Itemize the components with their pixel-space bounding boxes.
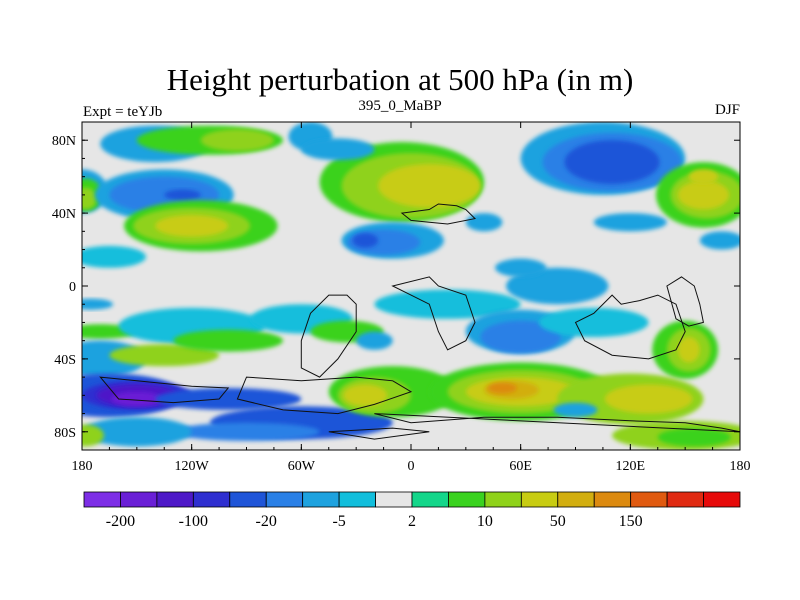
contour-region <box>487 382 518 394</box>
contour-region <box>495 258 547 277</box>
colorbar-swatch <box>229 491 267 508</box>
colorbar-label: -200 <box>106 513 135 530</box>
colorbar-swatch <box>630 491 668 508</box>
colorbar-swatch <box>703 491 741 508</box>
subtitle-right: DJF <box>714 102 740 118</box>
y-tick-label: 40S <box>54 353 76 368</box>
colorbar-swatch <box>375 491 413 508</box>
colorbar-swatch <box>338 491 376 508</box>
contour-region <box>465 213 503 232</box>
coastline <box>300 294 357 378</box>
y-tick-label: 0 <box>69 280 76 295</box>
contour-region <box>352 233 379 248</box>
y-tick-label: 80N <box>52 134 76 149</box>
colorbar-label: -20 <box>256 513 277 530</box>
colorbar-label: -5 <box>332 513 345 530</box>
coastline <box>328 427 430 440</box>
subtitle-center: 395_0_MaBP <box>358 98 442 114</box>
contour-region <box>164 189 201 201</box>
colorbar-swatch <box>411 491 449 508</box>
contour-region <box>480 320 561 354</box>
colorbar-swatch <box>448 491 486 508</box>
colorbar-label: 150 <box>619 513 643 530</box>
contour-region <box>356 331 393 350</box>
contour-region <box>155 214 229 237</box>
x-tick-label: 0 <box>408 459 415 474</box>
coastline <box>666 276 704 327</box>
contour-region <box>657 428 731 447</box>
contour-region <box>538 307 649 338</box>
colorbar-swatch <box>192 491 231 508</box>
contour-region <box>688 169 719 184</box>
contour-region <box>593 213 667 232</box>
x-tick-label: 120W <box>175 459 210 474</box>
contour-region <box>506 267 609 305</box>
y-tick-label: 40N <box>52 207 76 222</box>
chart-title: Height perturbation at 500 hPa (in m) <box>166 62 634 97</box>
contour-region <box>301 138 375 161</box>
subtitle-left: Expt = teYJb <box>83 104 163 120</box>
x-tick-label: 60W <box>288 459 316 474</box>
colorbar-label: -100 <box>179 513 208 530</box>
colorbar-swatch <box>302 491 340 508</box>
coastline <box>400 203 477 225</box>
contour-region <box>378 163 481 208</box>
contour-region <box>82 298 114 310</box>
contour-region <box>109 344 220 367</box>
contour-region <box>677 180 730 210</box>
x-tick-label: 180 <box>72 459 93 474</box>
colorbar-label: 10 <box>477 513 493 530</box>
coastline <box>236 376 413 415</box>
coastline <box>374 413 740 433</box>
colorbar-swatch <box>593 491 632 508</box>
coastline <box>574 294 686 360</box>
contour-region <box>82 424 104 447</box>
x-tick-label: 60E <box>509 459 532 474</box>
coastline <box>99 376 230 404</box>
colorbar-swatch <box>557 491 595 508</box>
contour-region <box>82 187 97 210</box>
contour-field <box>82 122 740 450</box>
colorbar-label: 2 <box>408 513 416 530</box>
contour-region <box>677 337 700 363</box>
contour-region <box>82 417 192 447</box>
x-axis: 180 120W 60W 0 60E 120E 180 <box>72 122 751 474</box>
contour-region <box>564 140 660 184</box>
colorbar-swatch <box>120 491 158 508</box>
contour-region <box>173 329 284 352</box>
colorbar-swatch <box>265 491 304 508</box>
x-tick-label: 180 <box>730 459 751 474</box>
colorbar-swatch <box>666 491 704 508</box>
colorbar-swatch <box>484 491 522 508</box>
contour-region <box>343 384 388 407</box>
contour-region <box>155 388 302 410</box>
coastline-outlines <box>99 203 740 440</box>
colorbar: -200 -100 -20 -5 2 10 50 150 <box>83 491 741 530</box>
x-tick-label: 120E <box>616 459 646 474</box>
contour-region <box>82 245 146 268</box>
coastline <box>391 276 476 351</box>
contour-region <box>604 384 693 414</box>
contour-region <box>200 129 274 152</box>
contour-region <box>553 402 598 418</box>
contour-region <box>374 289 521 319</box>
contour-region <box>699 231 740 250</box>
y-axis: 80N 40N 0 40S 80S <box>52 134 740 441</box>
colorbar-label: 50 <box>550 513 566 530</box>
colorbar-swatch <box>520 491 559 508</box>
contour-region <box>111 391 163 407</box>
y-tick-label: 80S <box>54 426 76 441</box>
colorbar-swatch <box>83 491 121 508</box>
contour-region <box>173 422 320 441</box>
colorbar-swatch <box>156 491 194 508</box>
